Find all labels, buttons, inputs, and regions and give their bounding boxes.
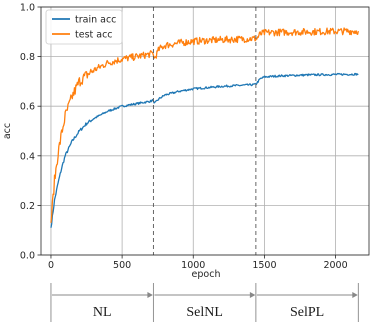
phase-annotations: NL SelNL SelPL [50, 283, 359, 322]
phase-label-1: SelNL [186, 305, 223, 320]
phase-label-2: SelPL [290, 305, 324, 320]
y-axis-label: acc [2, 123, 13, 139]
legend: train acc test acc [45, 9, 123, 45]
x-axis-label: epoch [192, 269, 221, 280]
phase-arrow-head-1 [249, 292, 256, 298]
phase-arrow-head-2 [352, 292, 358, 298]
ticks: 0 500 1000 1500 2000 0.0 0.2 0.4 0.6 0.8 1.0 [20, 3, 348, 272]
plot-frame [40, 6, 370, 256]
phase-label-0: NL [93, 305, 112, 320]
x-tick-label-1: 500 [113, 260, 131, 271]
phase-boundary-lines [152, 7, 257, 255]
legend-label-test: test acc [75, 30, 113, 41]
phase-arrow-head-0 [147, 292, 153, 298]
y-tick-label-4: 0.8 [20, 52, 35, 63]
x-tick-label-4: 2000 [323, 260, 347, 271]
y-tick-label-1: 0.2 [20, 201, 35, 212]
x-tick-label-3: 1500 [252, 260, 276, 271]
series-line-test-acc [50, 27, 359, 223]
x-tick-label-2: 1000 [181, 260, 205, 271]
x-tick-label-0: 0 [48, 260, 54, 271]
plot-lines [50, 27, 359, 228]
y-tick-label-5: 1.0 [20, 3, 35, 14]
y-tick-label-3: 0.6 [20, 102, 35, 113]
legend-label-train: train acc [75, 15, 116, 26]
series-line-train-acc [50, 72, 359, 228]
y-tick-label-0: 0.0 [20, 251, 35, 262]
y-tick-label-2: 0.4 [20, 151, 35, 162]
